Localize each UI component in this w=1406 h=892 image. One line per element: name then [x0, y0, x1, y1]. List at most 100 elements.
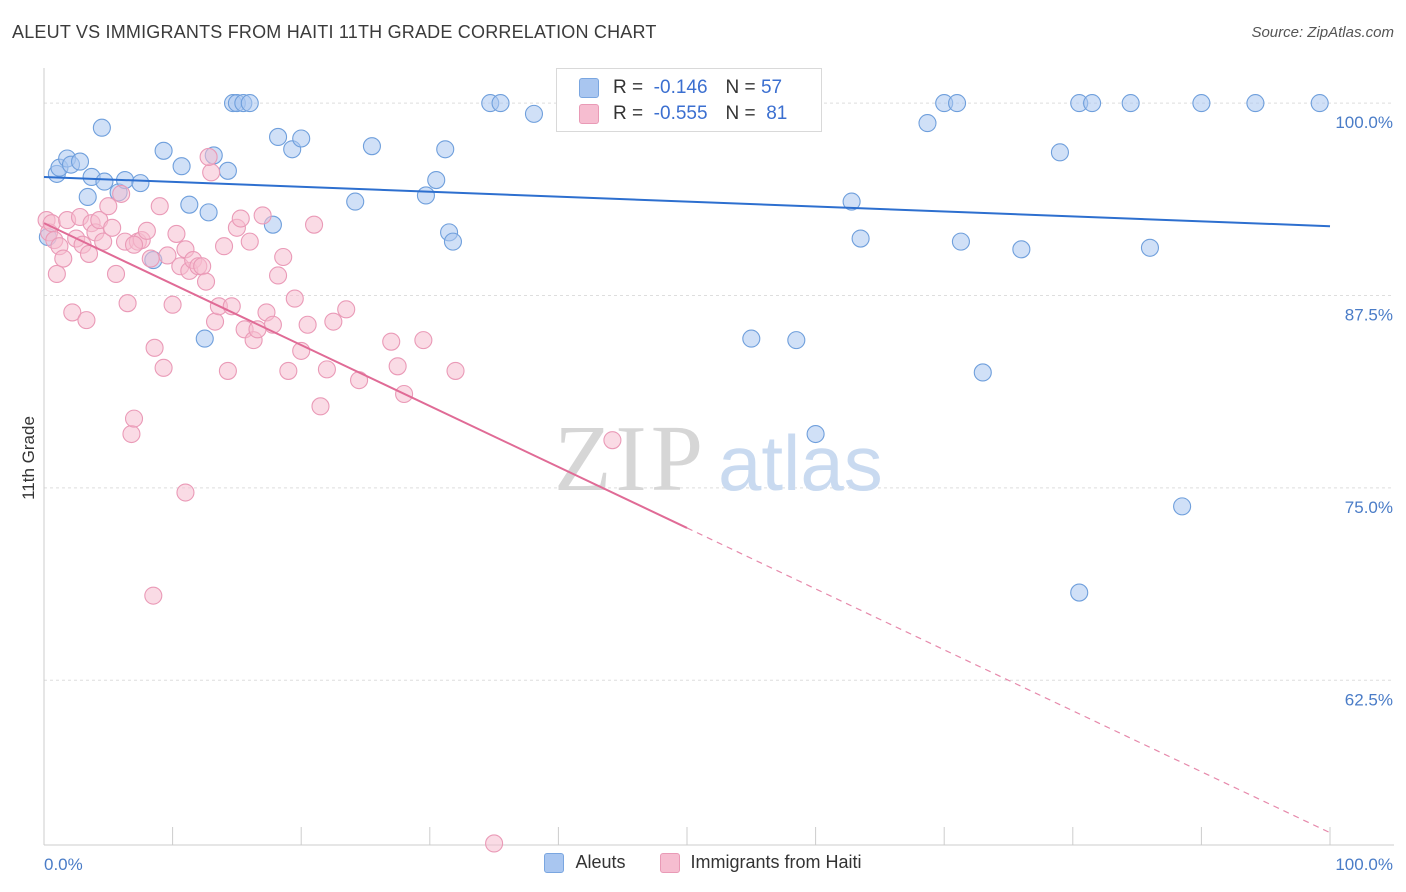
haiti-point [141, 249, 160, 268]
aleut-point [951, 232, 970, 251]
aleut-point [443, 232, 462, 251]
aleut-point [154, 141, 173, 160]
haiti-point [137, 221, 156, 240]
haiti-point [124, 409, 144, 428]
haiti-point [193, 257, 212, 276]
haiti-point [118, 294, 137, 313]
y-tick-label: 75.0% [1345, 498, 1393, 517]
haiti-point [124, 235, 144, 254]
legend-swatch-haiti [579, 104, 599, 124]
haiti-point [77, 311, 96, 330]
haiti-point [298, 315, 317, 334]
watermark: ZIP atlas [554, 407, 883, 511]
legend-n-label: N = [725, 103, 756, 124]
haiti-point [54, 249, 73, 268]
y-tick-label: 87.5% [1345, 305, 1393, 324]
aleut-point [199, 203, 218, 222]
y-tick-label: 100.0% [1335, 113, 1393, 132]
aleut-point [973, 363, 992, 382]
series-swatch-haiti [659, 852, 680, 873]
aleut-point [787, 331, 806, 350]
haiti-point [205, 312, 225, 331]
axes [43, 68, 1394, 846]
legend-swatch-aleuts [579, 78, 599, 98]
stats-legend: R = -0.146 N = 57 R = -0.555 N = 81 [556, 68, 822, 132]
aleut-point [1070, 583, 1089, 602]
haiti-point [324, 312, 343, 331]
haiti-points [37, 147, 622, 853]
haiti-point [269, 266, 288, 285]
aleut-point [436, 140, 455, 159]
legend-r-label: R = [613, 103, 644, 124]
source-label: Source: ZipAtlas.com [1251, 24, 1394, 41]
aleut-point [806, 424, 825, 444]
aleut-point [948, 94, 967, 113]
aleut-point [1083, 94, 1102, 113]
series-legend-haiti[interactable]: Immigrants from Haiti [659, 852, 862, 873]
aleut-point [742, 329, 761, 348]
aleut-point [842, 192, 861, 211]
haiti-point [63, 303, 82, 322]
haiti-point [274, 247, 293, 267]
aleut-point [1310, 94, 1329, 113]
aleut-point [195, 329, 214, 348]
aleut-point [1121, 94, 1140, 113]
aleut-point [131, 174, 150, 193]
tick-labels: 100.0% 87.5% 75.0% 62.5% 0.0% 100.0% [44, 113, 1393, 874]
haiti-point [103, 218, 122, 237]
haiti-point [231, 209, 250, 228]
grid-lines [44, 102, 1394, 681]
aleut-point [269, 127, 288, 147]
haiti-point [99, 197, 118, 216]
y-axis-label: 11th Grade [19, 416, 38, 500]
legend-r-label: R = [613, 77, 644, 98]
haiti-point [218, 361, 237, 380]
legend-r-value: -0.555 [653, 103, 708, 124]
series-swatch-aleuts [544, 852, 565, 873]
haiti-point [253, 206, 272, 225]
haiti-point [446, 361, 465, 380]
haiti-point [414, 331, 433, 350]
haiti-trend-line [43, 222, 688, 529]
haiti-point [311, 397, 330, 416]
series-legend: Aleuts Immigrants from Haiti [0, 852, 1406, 873]
haiti-point [214, 237, 234, 256]
haiti-point [144, 586, 163, 605]
haiti-point [285, 289, 304, 308]
aleut-point [491, 94, 510, 113]
trend-lines [43, 175, 1331, 834]
aleut-point [1246, 94, 1265, 113]
legend-n-label: N = [725, 77, 756, 98]
haiti-point [199, 147, 218, 167]
aleut-point [180, 195, 199, 214]
haiti-point [122, 424, 141, 444]
aleut-point [95, 172, 114, 191]
haiti-point [382, 332, 401, 351]
aleut-point [1173, 497, 1192, 516]
aleut-point [218, 161, 237, 180]
y-tick-label: 62.5% [1345, 690, 1393, 709]
aleut-point [172, 157, 191, 176]
x-tick-label: 0.0% [44, 855, 83, 874]
chart-title: ALEUT VS IMMIGRANTS FROM HAITI 11TH GRAD… [12, 22, 657, 42]
aleut-point [1192, 94, 1211, 113]
haiti-point [158, 246, 177, 265]
aleut-point [292, 129, 311, 148]
aleut-point [918, 114, 937, 133]
haiti-point [279, 361, 298, 380]
series-label-aleuts: Aleuts [575, 852, 626, 872]
aleut-point [416, 186, 435, 205]
haiti-point [163, 295, 182, 314]
haiti-point [485, 834, 504, 853]
aleut-point [70, 152, 90, 171]
aleut-point [362, 137, 381, 156]
legend-n-value: 57 [760, 77, 783, 98]
aleut-point [427, 171, 446, 190]
legend-r-value: -0.146 [653, 77, 708, 98]
haiti-point [388, 357, 407, 376]
haiti-point [145, 338, 164, 357]
legend-n-value: 81 [766, 103, 788, 124]
legend-row-haiti: R = -0.555 N = 81 [579, 102, 787, 126]
series-legend-aleuts[interactable]: Aleuts [544, 852, 626, 873]
